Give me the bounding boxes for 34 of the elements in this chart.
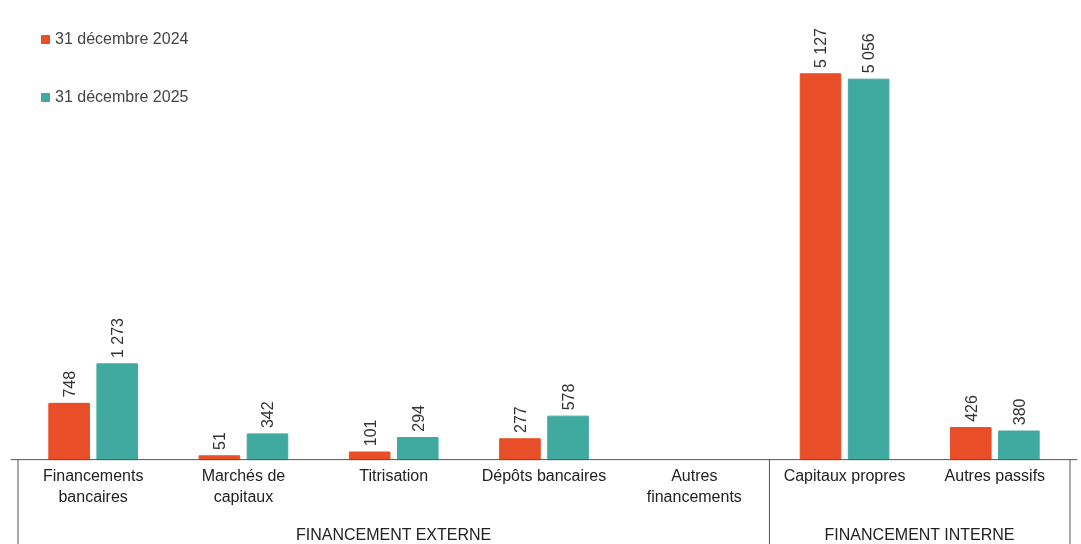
data-label: 5 056 (860, 33, 878, 74)
bar (96, 363, 138, 461)
bar (998, 430, 1040, 461)
data-label: 426 (962, 394, 980, 422)
data-label: 342 (259, 401, 277, 429)
text: FINANCEMENT EXTERNE (295, 526, 492, 544)
x-tick-label: Titrisation (359, 467, 429, 485)
x-tick-label: Autres financements (646, 467, 742, 505)
bar (48, 402, 90, 461)
bar (499, 438, 541, 461)
data-label: 1 273 (108, 317, 126, 359)
data-label: 101 (361, 419, 379, 447)
data-label: 380 (1010, 398, 1028, 426)
bar (847, 78, 890, 461)
data-label: 277 (511, 406, 529, 433)
x-tick-label: Autres passifs (944, 467, 1046, 485)
bar (396, 437, 439, 461)
legend-label: 31 décembre 2024 (55, 30, 189, 48)
x-tick-label: Financements bancaires (42, 467, 144, 505)
data-label: 5 127 (812, 27, 830, 69)
data-label: 748 (61, 370, 79, 398)
legend-label: 31 décembre 2025 (55, 88, 189, 106)
x-tick-label: Dépôts bancaires (481, 467, 607, 485)
data-label: 294 (409, 404, 427, 432)
data-label: 51 (211, 432, 229, 450)
bar (246, 433, 289, 461)
x-tick-label: Capitaux propres (783, 467, 906, 485)
text: FINANCEMENT INTERNE (824, 526, 1015, 544)
bar (348, 451, 391, 461)
x-tick-label: Marchés de capitaux (201, 467, 286, 505)
bar (799, 73, 842, 461)
data-label: 578 (560, 383, 578, 411)
bar (950, 427, 992, 461)
bar (547, 415, 589, 461)
